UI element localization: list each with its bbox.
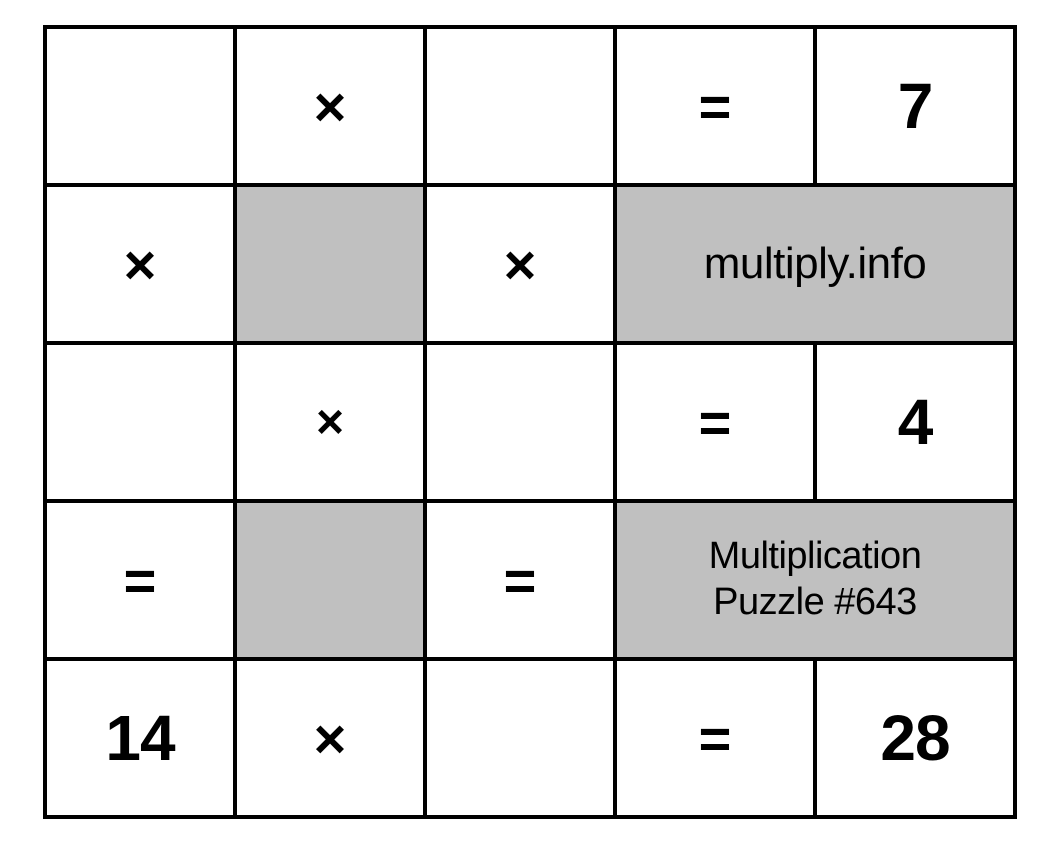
table-row: 14 × = 28	[45, 659, 1015, 817]
cell-disabled	[235, 501, 425, 659]
cell-blank[interactable]	[425, 27, 615, 185]
times-symbol: ×	[314, 707, 347, 770]
table-row: = = Multiplication Puzzle #643	[45, 501, 1015, 659]
equals-symbol: =	[504, 549, 537, 612]
table-row: × × multiply.info	[45, 185, 1015, 343]
brand-label: multiply.info	[704, 239, 927, 288]
cell-blank[interactable]	[45, 343, 235, 501]
cell-operator: ×	[45, 185, 235, 343]
cell-result: 28	[815, 659, 1015, 817]
cell-operator: ×	[235, 659, 425, 817]
brand-cell: multiply.info	[615, 185, 1015, 343]
cell-result: 4	[815, 343, 1015, 501]
puzzle-title-line2: Puzzle #643	[713, 581, 917, 623]
table-row: × = 4	[45, 343, 1015, 501]
puzzle-title-cell: Multiplication Puzzle #643	[615, 501, 1015, 659]
cell-result: 14	[45, 659, 235, 817]
puzzle-title-line1: Multiplication	[709, 535, 922, 577]
cell-blank[interactable]	[425, 343, 615, 501]
times-symbol: ×	[504, 233, 537, 296]
equals-symbol: =	[699, 707, 732, 770]
cell-operator: ×	[235, 27, 425, 185]
times-symbol: ×	[314, 75, 347, 138]
cell-value: 28	[880, 702, 949, 774]
equals-symbol: =	[699, 391, 732, 454]
cell-blank[interactable]	[45, 27, 235, 185]
cell-operator: =	[45, 501, 235, 659]
cell-disabled	[235, 185, 425, 343]
equals-symbol: =	[124, 549, 157, 612]
cell-operator: =	[615, 27, 815, 185]
cell-value: 7	[898, 70, 933, 142]
cell-operator: =	[425, 501, 615, 659]
puzzle-grid: × = 7 × × multiply.info × = 4 = = Multip…	[43, 25, 1017, 819]
times-symbol: ×	[124, 233, 157, 296]
cell-operator: ×	[425, 185, 615, 343]
cell-blank[interactable]	[425, 659, 615, 817]
times-symbol: ×	[316, 396, 344, 449]
cell-value: 14	[105, 702, 174, 774]
cell-operator: ×	[235, 343, 425, 501]
cell-operator: =	[615, 659, 815, 817]
equals-symbol: =	[699, 75, 732, 138]
puzzle-title: Multiplication Puzzle #643	[617, 534, 1013, 625]
cell-operator: =	[615, 343, 815, 501]
table-row: × = 7	[45, 27, 1015, 185]
cell-value: 4	[898, 386, 933, 458]
cell-result: 7	[815, 27, 1015, 185]
